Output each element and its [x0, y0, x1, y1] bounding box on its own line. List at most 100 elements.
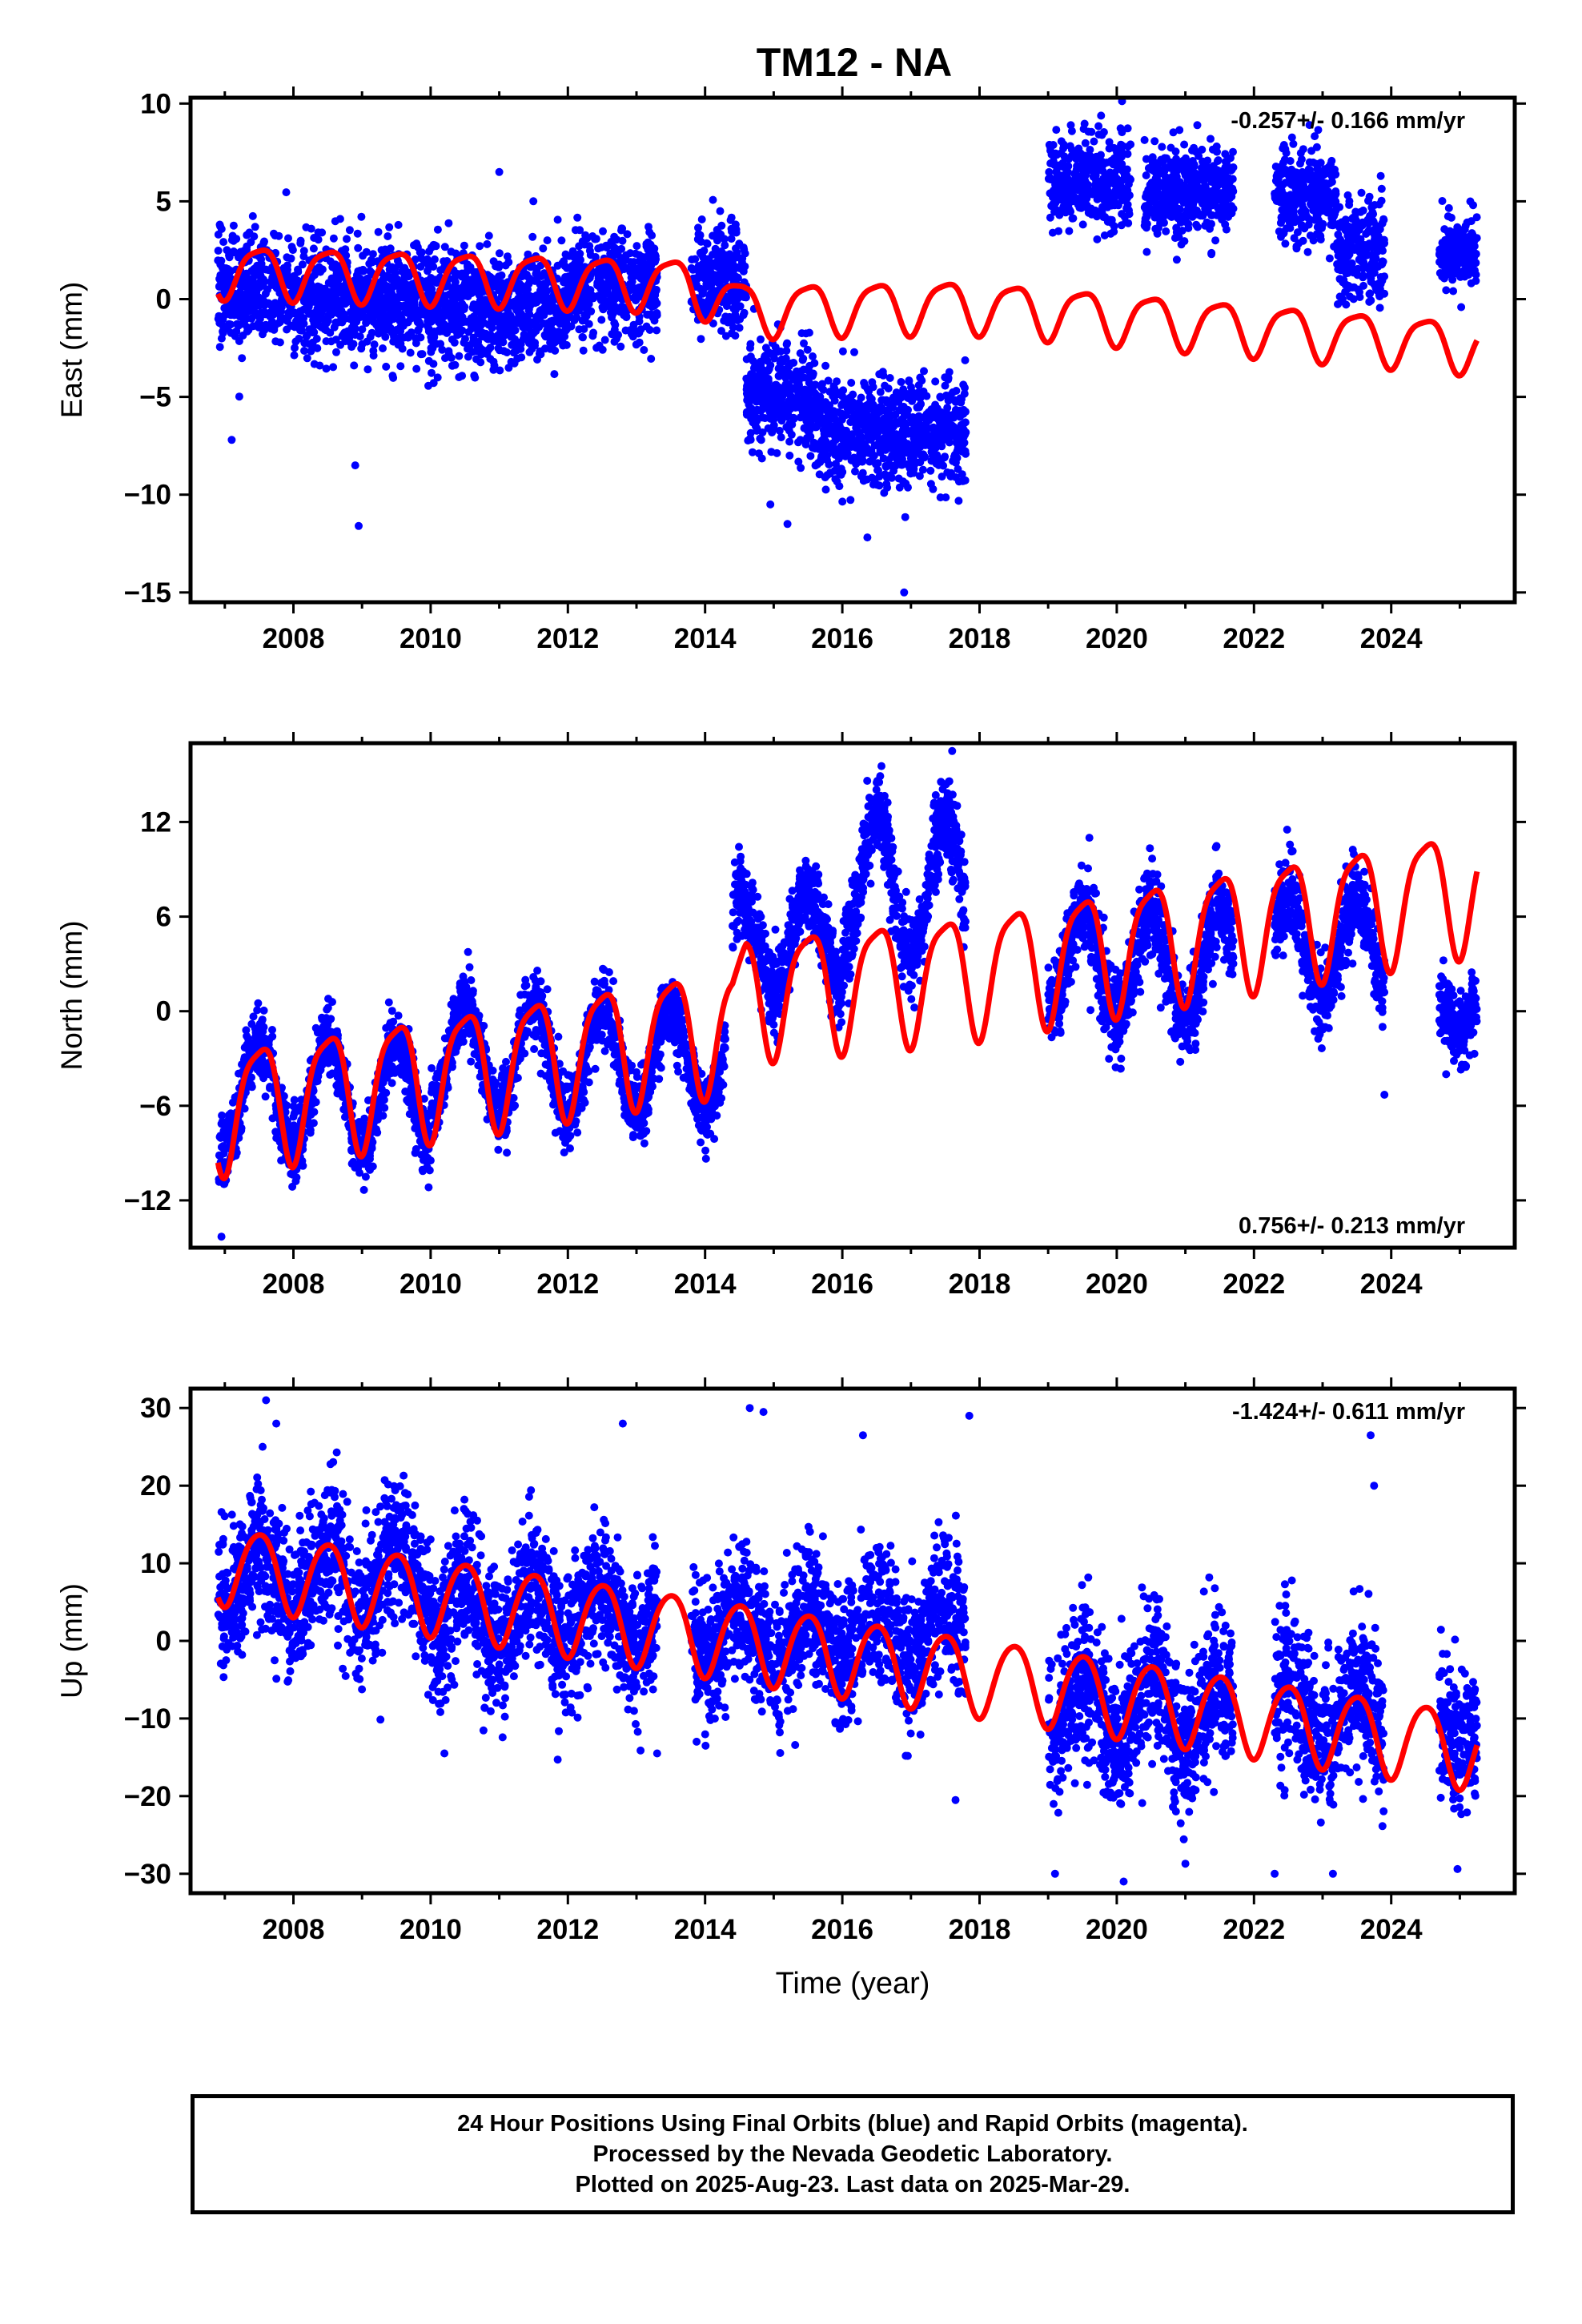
- data-point: [867, 395, 876, 404]
- data-point: [1353, 236, 1362, 245]
- data-point: [247, 299, 255, 308]
- data-point: [845, 406, 853, 415]
- data-point: [271, 337, 280, 346]
- data-point: [954, 497, 963, 505]
- data-point: [809, 352, 817, 360]
- data-point: [412, 239, 421, 248]
- data-point: [1274, 179, 1283, 187]
- data-point: [562, 340, 571, 349]
- data-point: [1359, 206, 1367, 215]
- data-point: [863, 444, 872, 452]
- data-point: [938, 472, 946, 481]
- data-point: [837, 425, 846, 434]
- data-point: [899, 421, 908, 429]
- data-point: [332, 348, 340, 356]
- data-point: [332, 287, 341, 296]
- data-point: [886, 431, 894, 440]
- data-point: [1291, 196, 1300, 204]
- data-point: [381, 332, 390, 341]
- data-point: [1189, 199, 1198, 207]
- data-point: [1149, 161, 1157, 170]
- data-point: [295, 334, 303, 343]
- data-point: [838, 497, 847, 506]
- data-point: [1118, 128, 1126, 137]
- data-point: [880, 423, 889, 431]
- data-point: [276, 312, 285, 320]
- data-point: [382, 362, 391, 371]
- data-point: [373, 286, 382, 295]
- data-point: [308, 297, 317, 306]
- data-point: [1352, 227, 1361, 235]
- data-point: [621, 251, 630, 260]
- data-point: [771, 343, 780, 352]
- data-point: [1346, 292, 1355, 301]
- data-point: [284, 234, 292, 243]
- data-point: [957, 398, 966, 407]
- data-point: [940, 421, 949, 430]
- data-point: [1449, 287, 1458, 296]
- data-point: [892, 417, 901, 426]
- data-point: [642, 239, 651, 248]
- data-point: [865, 457, 874, 466]
- data-point: [899, 402, 908, 411]
- data-point: [509, 324, 518, 332]
- data-point: [444, 322, 453, 331]
- data-point: [383, 271, 391, 280]
- data-point: [1378, 259, 1387, 268]
- data-point: [347, 343, 356, 352]
- data-point: [396, 316, 404, 325]
- data-point: [745, 400, 753, 409]
- data-point: [1321, 203, 1330, 212]
- data-point: [887, 473, 896, 482]
- data-point: [215, 283, 223, 291]
- data-point: [1161, 173, 1170, 182]
- data-point: [322, 337, 331, 346]
- data-point: [588, 232, 597, 240]
- data-point: [432, 242, 440, 251]
- data-point: [528, 232, 537, 241]
- data-point: [599, 305, 608, 314]
- data-point: [1325, 254, 1334, 263]
- data-point: [863, 533, 872, 542]
- data-point: [1229, 204, 1238, 213]
- data-point: [757, 454, 766, 463]
- data-point: [468, 348, 477, 356]
- data-point: [436, 327, 444, 336]
- data-point: [432, 340, 441, 348]
- data-point: [1184, 219, 1193, 228]
- data-point: [898, 428, 907, 436]
- data-point: [853, 428, 862, 436]
- data-point: [579, 346, 588, 355]
- data-point: [296, 239, 305, 247]
- data-point: [223, 246, 231, 255]
- data-point: [1213, 157, 1222, 166]
- data-point: [766, 361, 775, 369]
- data-point: [350, 361, 359, 370]
- data-point: [708, 294, 716, 303]
- data-point: [835, 388, 844, 397]
- data-point: [1297, 155, 1306, 163]
- data-point: [512, 346, 521, 355]
- data-point: [1146, 180, 1154, 189]
- data-point: [588, 332, 597, 340]
- data-point: [471, 373, 480, 382]
- data-point: [851, 467, 859, 476]
- data-point: [427, 278, 436, 287]
- data-point: [486, 344, 495, 352]
- data-point: [426, 258, 435, 267]
- data-point: [1160, 219, 1168, 227]
- data-point: [302, 223, 311, 231]
- data-point: [503, 348, 512, 356]
- data-point: [575, 325, 584, 334]
- data-point: [1355, 255, 1363, 264]
- data-point: [328, 263, 337, 271]
- data-point: [412, 364, 421, 373]
- data-point: [574, 262, 582, 271]
- data-point: [1153, 229, 1162, 238]
- data-point: [438, 345, 447, 354]
- data-point: [300, 339, 309, 348]
- data-point: [1084, 208, 1093, 217]
- data-point: [1207, 187, 1215, 195]
- data-point: [296, 307, 305, 316]
- data-point: [359, 267, 367, 275]
